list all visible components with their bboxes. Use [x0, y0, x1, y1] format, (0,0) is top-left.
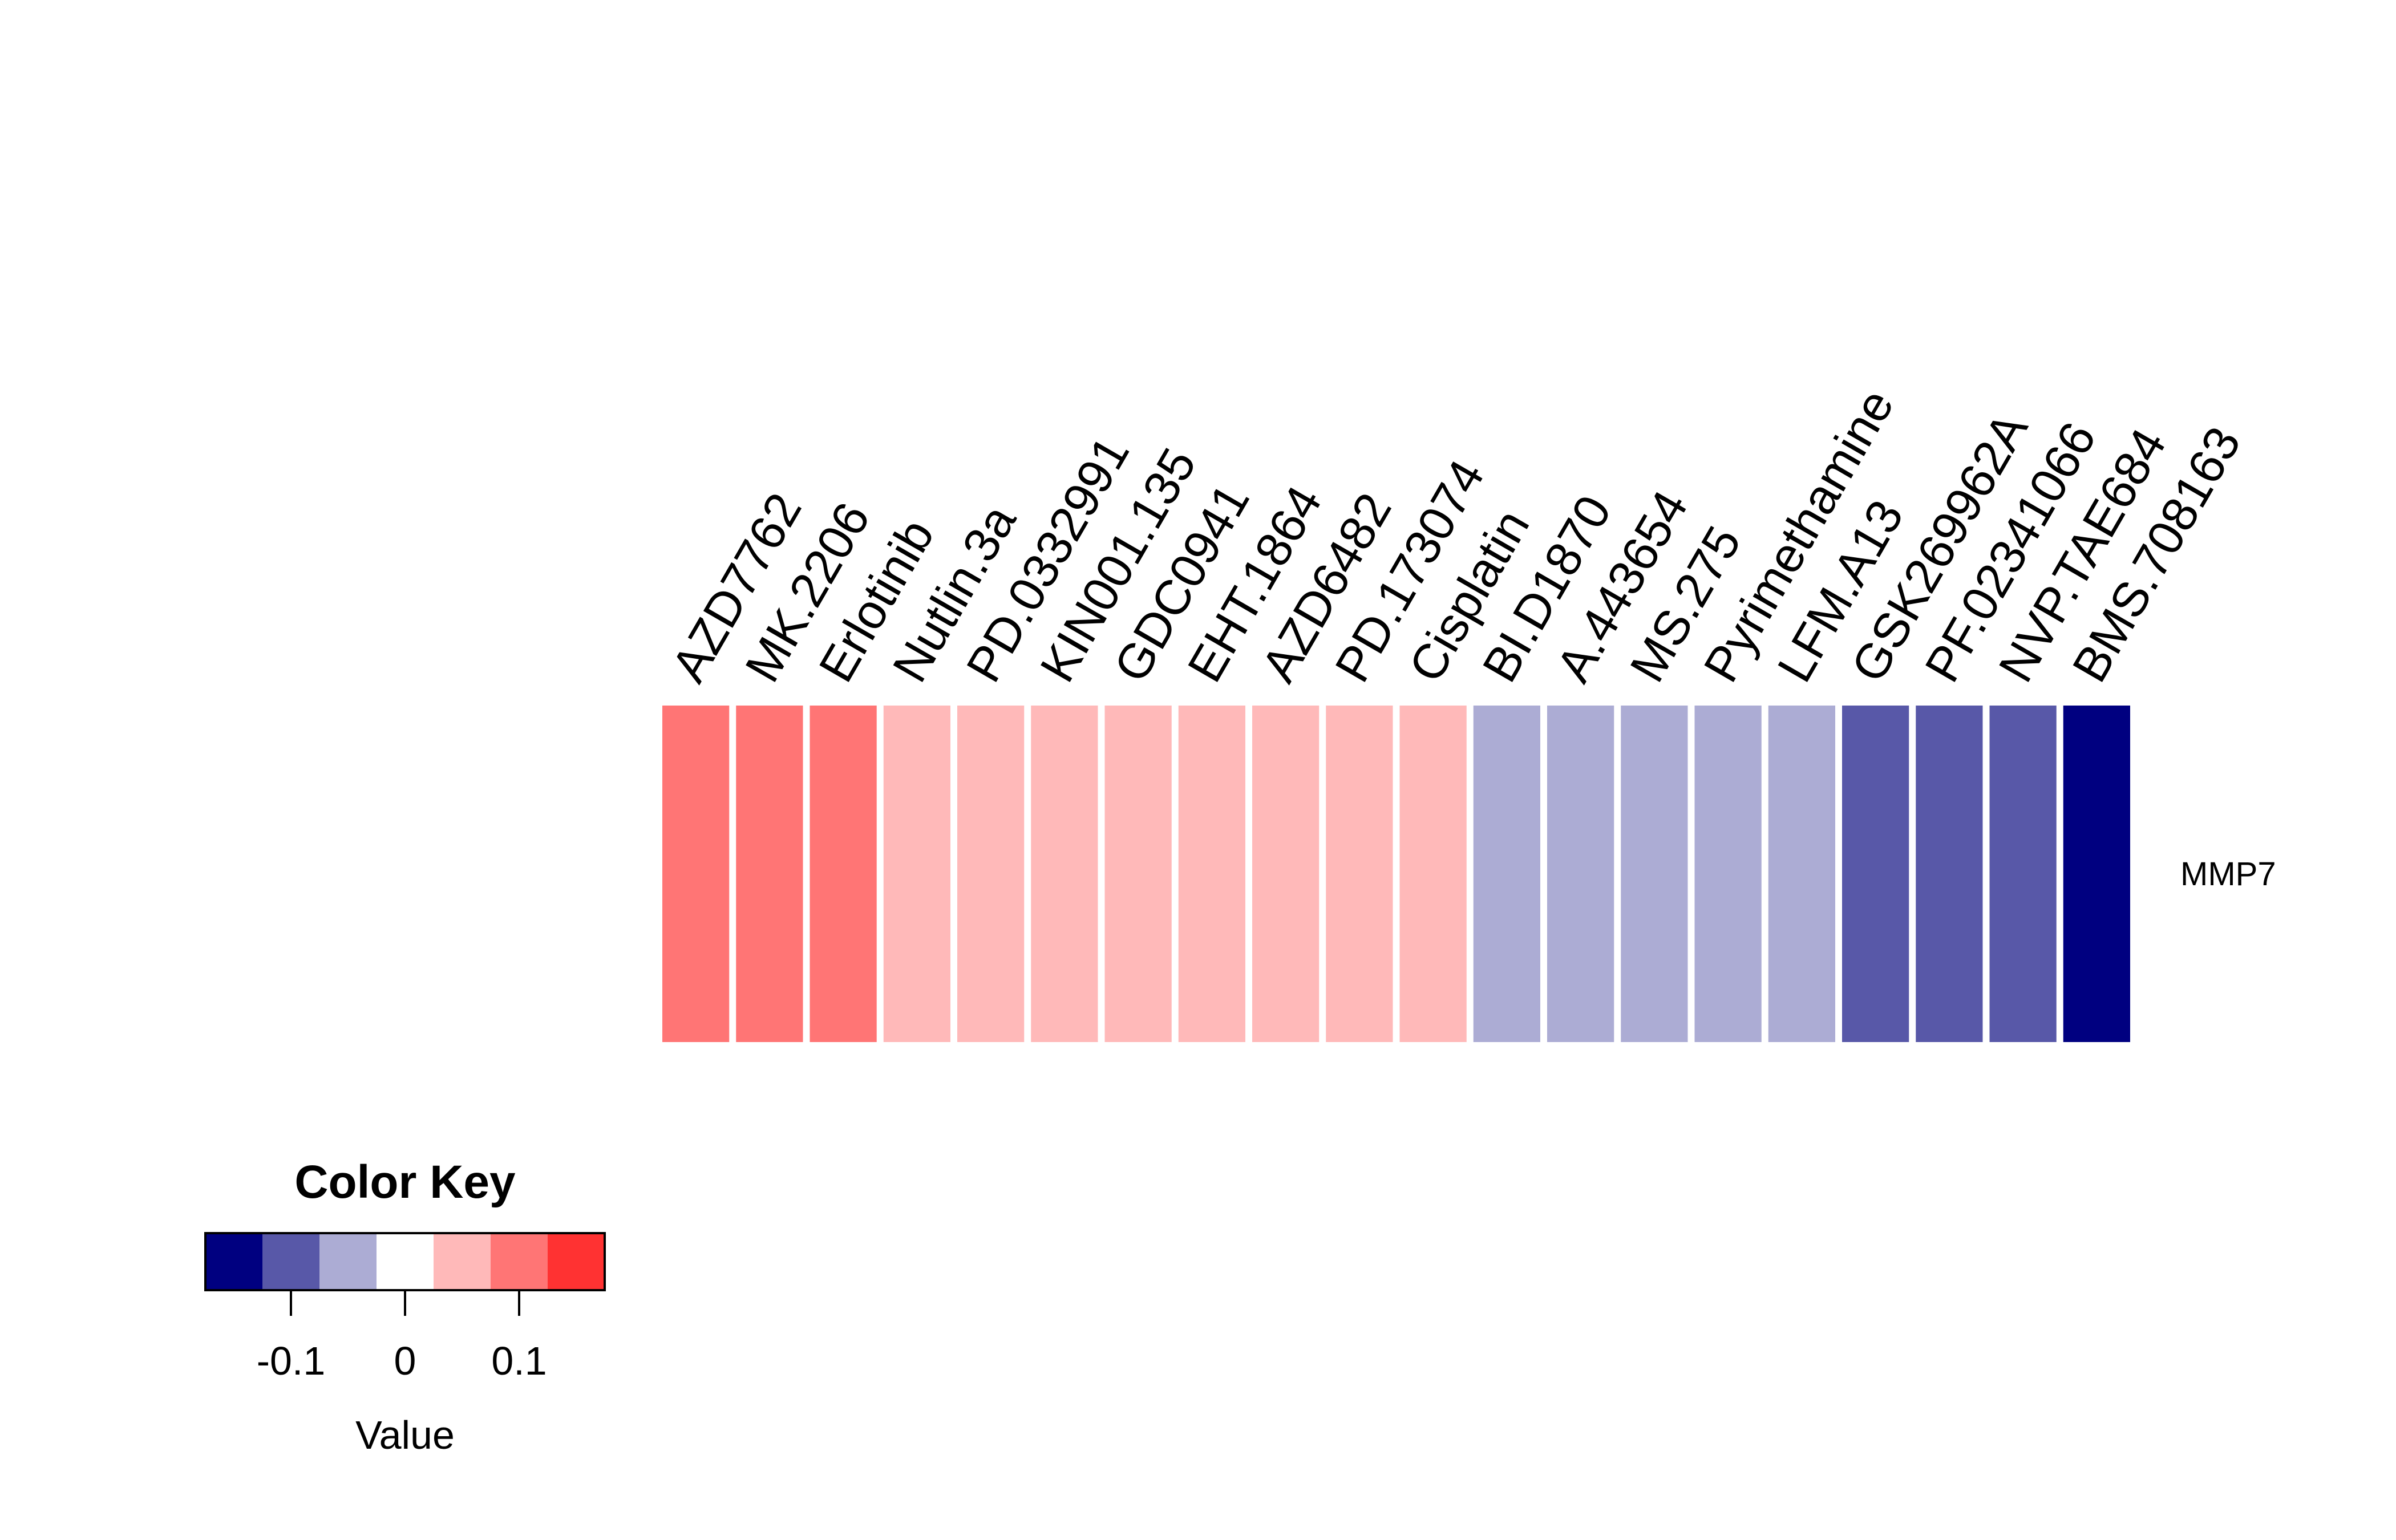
heatmap-cell [957, 706, 1025, 1042]
heatmap-cell [1547, 706, 1614, 1042]
heatmap-cell [1916, 706, 1983, 1042]
heatmap-cell [662, 706, 730, 1042]
color-key-tick-label: -0.1 [257, 1339, 326, 1383]
heatmap-cell [1104, 706, 1172, 1042]
color-key-swatch [319, 1233, 377, 1290]
color-key: Color Key -0.1 0 0.1 Value [204, 1156, 606, 1457]
color-key-swatch [434, 1233, 491, 1290]
heatmap-cell [1326, 706, 1393, 1042]
heatmap-cell [1178, 706, 1245, 1042]
color-key-swatch [205, 1233, 263, 1290]
heatmap-cell [1621, 706, 1688, 1042]
heatmap-cell [1473, 706, 1540, 1042]
heatmap-cell [1989, 706, 2057, 1042]
color-key-title: Color Key [294, 1156, 516, 1208]
heatmap-cell [1031, 706, 1098, 1042]
color-key-swatch [491, 1233, 548, 1290]
heatmap-cell [810, 706, 877, 1042]
heatmap-cell [1768, 706, 1835, 1042]
color-key-swatch [548, 1233, 605, 1290]
heatmap-cell [2063, 706, 2130, 1042]
row-label: MMP7 [2180, 856, 2276, 893]
color-key-swatch [377, 1233, 434, 1290]
color-key-ticks: -0.1 0 0.1 [257, 1290, 547, 1383]
row-labels: MMP7 [2180, 856, 2276, 893]
heatmap-cell [736, 706, 803, 1042]
heatmap-cell [1694, 706, 1762, 1042]
heatmap-cell [1252, 706, 1320, 1042]
color-key-tick-label: 0.1 [491, 1339, 547, 1383]
heatmap-cell [1842, 706, 1909, 1042]
color-key-tick-label: 0 [394, 1339, 416, 1383]
color-key-axis-label: Value [355, 1413, 455, 1457]
color-key-swatch [262, 1233, 320, 1290]
heatmap-cells [662, 706, 2130, 1042]
column-labels: AZD7762MK.2206ErlotinibNutlin.3aPD.03329… [661, 380, 2252, 691]
color-key-swatches [204, 1232, 606, 1291]
heatmap-cell [1399, 706, 1467, 1042]
heatmap-cell [883, 706, 950, 1042]
